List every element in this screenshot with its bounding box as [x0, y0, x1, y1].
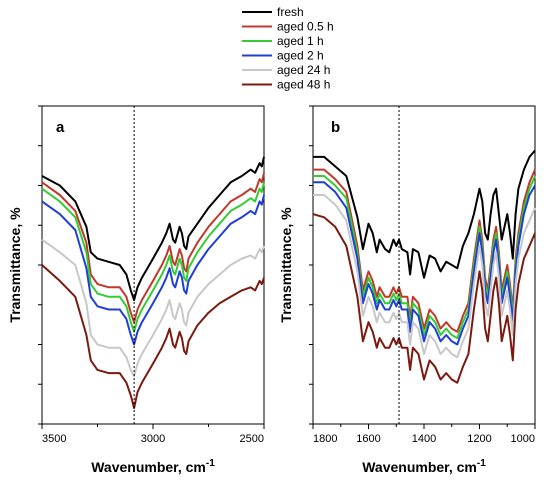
panel-b-series-line — [313, 168, 536, 333]
panel-a-series-line — [41, 194, 265, 346]
panel-b-series-line — [313, 194, 536, 359]
panel-a-xlabel: Wavenumber, cm-1 — [91, 458, 215, 475]
panel-b-ylabel: Transmittance, % — [278, 207, 294, 323]
panel-a-frame — [41, 105, 265, 425]
legend-entry: aged 24 h — [277, 63, 330, 77]
panel-a-series-line — [41, 264, 265, 410]
panel-b-series-line — [312, 213, 536, 384]
legend-entry: aged 1 h — [277, 34, 324, 48]
panel-b-series-group — [312, 106, 536, 424]
panel-a-x-tick-label: 3500 — [42, 433, 66, 445]
panel-a-label: a — [56, 119, 65, 136]
panel-b-series-line — [313, 149, 536, 279]
panel-b-x-tick-label: 1000 — [511, 433, 535, 445]
panel-b-xlabel: Wavenumber, cm-1 — [362, 458, 486, 475]
panel-b-x-tick-label: 1800 — [313, 433, 337, 445]
panel-b-series-line — [313, 181, 536, 346]
panel-a-series-group — [41, 106, 265, 424]
panel-a-series-line — [41, 182, 265, 333]
legend-entry: aged 48 h — [277, 78, 330, 92]
legend-entry: aged 2 h — [277, 49, 324, 63]
legend-entry: fresh — [277, 5, 304, 19]
panel-b-chart: 1800 1600 1400 1200 1000 b Wavenumber, cm-1 … — [278, 105, 536, 475]
panel-a-ylabel: Transmittance, % — [7, 207, 23, 323]
panel-a-series-line — [41, 172, 265, 324]
panel-b-x-tick-label: 1600 — [356, 433, 380, 445]
panel-a-chart: 3500 3000 2500 a Wavenumber, cm-1 Transmit… — [7, 105, 265, 475]
panel-a-x-tick-label: 3000 — [141, 433, 165, 445]
legend-entry: aged 0.5 h — [277, 20, 334, 34]
panel-b-ticks: 1800 1600 1400 1200 1000 — [309, 105, 536, 445]
panel-b-x-tick-label: 1200 — [467, 433, 491, 445]
panel-a-series-line — [41, 238, 265, 378]
panel-b-label: b — [331, 119, 340, 136]
panel-b-series-line — [313, 175, 536, 340]
panel-a-ticks: 3500 3000 2500 — [38, 105, 265, 445]
panel-a-x-tick-label: 2500 — [240, 433, 264, 445]
panel-a-series-line — [41, 156, 265, 301]
panel-b-x-tick-label: 1400 — [412, 433, 436, 445]
